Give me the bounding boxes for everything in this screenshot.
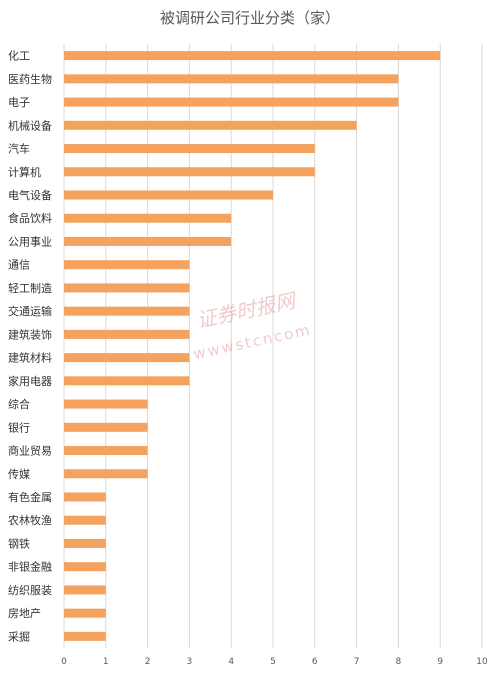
x-tick-label: 10 xyxy=(476,657,488,667)
category-label: 纺织服装 xyxy=(8,583,52,597)
bar xyxy=(64,631,106,641)
watermark: 证券时报网 wwwstcncom xyxy=(192,288,313,363)
category-label: 农林牧渔 xyxy=(8,513,52,527)
bar xyxy=(64,376,190,386)
bar xyxy=(64,353,190,363)
x-tick-label: 4 xyxy=(228,657,234,667)
category-label: 家用电器 xyxy=(8,374,52,388)
category-label: 银行 xyxy=(8,420,30,434)
chart-title: 被调研公司行业分类（家） xyxy=(160,9,340,27)
category-label: 电气设备 xyxy=(8,188,52,202)
category-label: 建筑装饰 xyxy=(8,327,52,341)
x-tick-label: 2 xyxy=(145,657,151,667)
bar xyxy=(64,469,148,479)
bar xyxy=(64,236,232,246)
bar xyxy=(64,283,190,293)
bar xyxy=(64,144,315,154)
category-label: 交通运输 xyxy=(8,304,52,318)
bar xyxy=(64,260,190,270)
category-label: 采掘 xyxy=(8,629,30,643)
category-label: 机械设备 xyxy=(8,118,52,132)
category-label: 化工 xyxy=(8,49,30,63)
bar xyxy=(64,608,106,618)
bar xyxy=(64,399,148,409)
category-label: 商业贸易 xyxy=(8,444,52,458)
bar xyxy=(64,562,106,572)
x-tick-label: 7 xyxy=(354,657,360,667)
category-label: 计算机 xyxy=(8,165,41,179)
category-label: 建筑材料 xyxy=(8,351,52,365)
bar xyxy=(64,190,273,200)
bar xyxy=(64,422,148,432)
x-tick-label: 0 xyxy=(61,657,67,667)
x-tick-label: 5 xyxy=(270,657,276,667)
category-labels: 化工医药生物电子机械设备汽车计算机电气设备食品饮料公用事业通信轻工制造交通运输建… xyxy=(8,49,52,644)
category-label: 非银金融 xyxy=(8,560,52,574)
x-tick-label: 6 xyxy=(312,657,318,667)
bar xyxy=(64,492,106,502)
bars xyxy=(64,51,441,641)
category-label: 医药生物 xyxy=(8,72,52,86)
category-label: 食品饮料 xyxy=(8,211,52,225)
bar xyxy=(64,329,190,339)
category-label: 汽车 xyxy=(8,142,30,156)
bar xyxy=(64,585,106,595)
bar xyxy=(64,51,441,61)
x-tick-label: 9 xyxy=(437,657,443,667)
category-label: 轻工制造 xyxy=(8,281,52,295)
bar xyxy=(64,97,399,107)
category-label: 钢铁 xyxy=(8,537,30,550)
category-label: 有色金属 xyxy=(8,490,52,504)
category-label: 传媒 xyxy=(8,468,30,481)
bar xyxy=(64,120,357,130)
bar xyxy=(64,515,106,525)
bar xyxy=(64,213,232,223)
bar xyxy=(64,446,148,456)
category-label: 通信 xyxy=(8,259,30,272)
x-tick-label: 3 xyxy=(187,657,193,667)
x-tick-label: 1 xyxy=(103,657,109,667)
bar xyxy=(64,74,399,84)
category-label: 电子 xyxy=(8,96,30,109)
x-tick-label: 8 xyxy=(396,657,402,667)
bar xyxy=(64,167,315,177)
bar xyxy=(64,538,106,548)
category-label: 综合 xyxy=(8,397,30,411)
x-tick-labels: 0 1 2 3 4 5 6 7 8 9 10 xyxy=(61,657,488,667)
bar xyxy=(64,306,190,316)
category-label: 房地产 xyxy=(8,606,41,620)
category-label: 公用事业 xyxy=(8,235,52,248)
